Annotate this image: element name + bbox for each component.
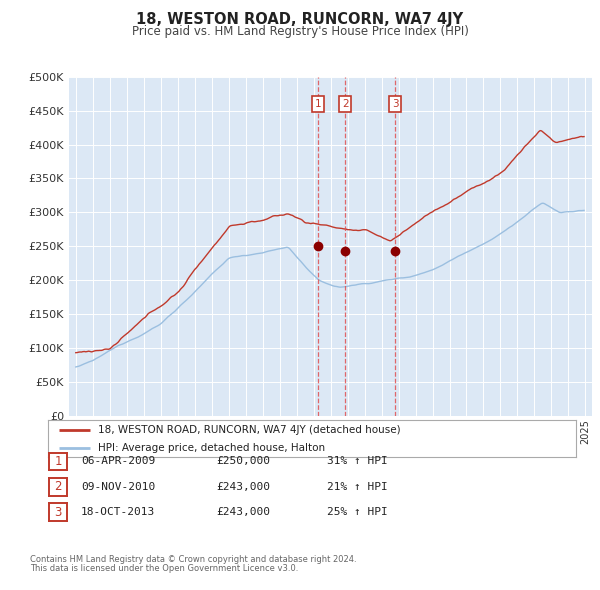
Text: Contains HM Land Registry data © Crown copyright and database right 2024.: Contains HM Land Registry data © Crown c… — [30, 555, 356, 563]
Text: 3: 3 — [392, 99, 398, 109]
Text: 06-APR-2009: 06-APR-2009 — [81, 457, 155, 466]
Text: 18-OCT-2013: 18-OCT-2013 — [81, 507, 155, 517]
Text: 18, WESTON ROAD, RUNCORN, WA7 4JY: 18, WESTON ROAD, RUNCORN, WA7 4JY — [136, 12, 464, 27]
Text: 2: 2 — [342, 99, 349, 109]
Text: 1: 1 — [55, 455, 62, 468]
Text: 09-NOV-2010: 09-NOV-2010 — [81, 482, 155, 491]
Text: This data is licensed under the Open Government Licence v3.0.: This data is licensed under the Open Gov… — [30, 563, 298, 572]
Text: £250,000: £250,000 — [216, 457, 270, 466]
Text: £243,000: £243,000 — [216, 482, 270, 491]
Text: 25% ↑ HPI: 25% ↑ HPI — [327, 507, 388, 517]
Text: £243,000: £243,000 — [216, 507, 270, 517]
Text: HPI: Average price, detached house, Halton: HPI: Average price, detached house, Halt… — [98, 443, 325, 453]
Text: Price paid vs. HM Land Registry's House Price Index (HPI): Price paid vs. HM Land Registry's House … — [131, 25, 469, 38]
Text: 3: 3 — [55, 506, 62, 519]
Text: 21% ↑ HPI: 21% ↑ HPI — [327, 482, 388, 491]
Text: 2: 2 — [55, 480, 62, 493]
Text: 18, WESTON ROAD, RUNCORN, WA7 4JY (detached house): 18, WESTON ROAD, RUNCORN, WA7 4JY (detac… — [98, 425, 401, 435]
Text: 1: 1 — [315, 99, 322, 109]
Text: 31% ↑ HPI: 31% ↑ HPI — [327, 457, 388, 466]
